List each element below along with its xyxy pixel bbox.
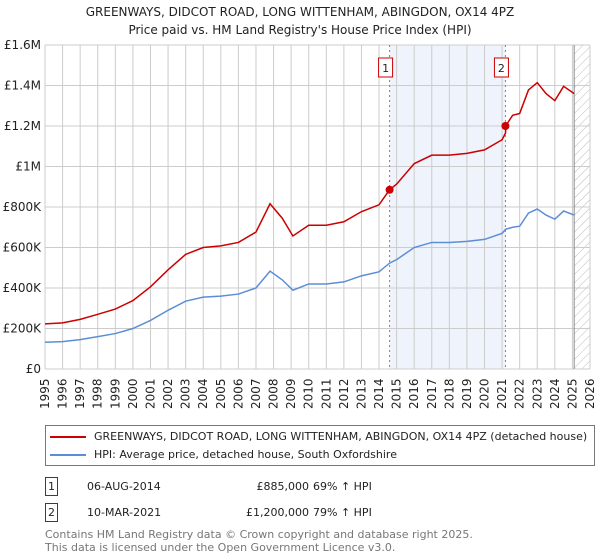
- x-tick-label: 2019: [460, 378, 474, 409]
- sale-date: 06-AUG-2014: [87, 480, 161, 493]
- x-tick-label: 1996: [56, 378, 70, 409]
- series-line: [44, 81, 575, 325]
- sale-price: £1,200,000: [246, 506, 309, 519]
- x-tick-label: 2007: [249, 378, 263, 409]
- sale-point: [385, 185, 394, 194]
- x-tick-label: 2013: [354, 378, 368, 409]
- legend-label: GREENWAYS, DIDCOT ROAD, LONG WITTENHAM, …: [94, 430, 588, 443]
- price-chart: GREENWAYS, DIDCOT ROAD, LONG WITTENHAM, …: [3, 5, 597, 409]
- x-tick-label: 2010: [302, 378, 316, 409]
- y-tick-label: £1.2M: [4, 119, 41, 133]
- chart-subtitle: Price paid vs. HM Land Registry's House …: [128, 23, 471, 37]
- x-tick-label: 2012: [337, 378, 351, 409]
- y-tick-label: £1.4M: [4, 79, 41, 93]
- x-tick-label: 2006: [231, 378, 245, 409]
- x-tick-label: 1997: [73, 378, 87, 409]
- y-tick-label: £1.6M: [4, 38, 41, 52]
- legend-item-property: GREENWAYS, DIDCOT ROAD, LONG WITTENHAM, …: [50, 430, 587, 444]
- x-tick-label: 2022: [513, 378, 527, 409]
- blue-line-swatch: [50, 454, 86, 456]
- x-tick-label: 2014: [372, 378, 386, 409]
- footer-licence: This data is licensed under the Open Gov…: [45, 541, 396, 554]
- series-line: [44, 208, 575, 344]
- x-tick-label: 2018: [442, 378, 456, 409]
- x-tick-label: 2009: [284, 378, 298, 409]
- x-tick-label: 2002: [161, 378, 175, 409]
- x-tick-label: 2016: [407, 378, 421, 409]
- sale-label: 1: [382, 62, 389, 75]
- sale-label-box: [378, 57, 394, 78]
- x-tick-label: 2011: [319, 378, 333, 409]
- legend-item-hpi: HPI: Average price, detached house, Sout…: [50, 448, 397, 462]
- x-tick-label: 2026: [583, 378, 597, 409]
- x-tick-label: 2024: [548, 378, 562, 409]
- red-line-swatch: [50, 436, 86, 438]
- x-tick-label: 2021: [495, 378, 509, 409]
- x-tick-label: 2001: [143, 378, 157, 409]
- x-tick-label: 2003: [179, 378, 193, 409]
- sale-price: £885,000: [256, 480, 310, 493]
- sale-date: 10-MAR-2021: [87, 506, 162, 519]
- sale-marker: 1: [45, 477, 58, 496]
- legend-label: HPI: Average price, detached house, Sout…: [94, 448, 397, 461]
- y-tick-label: £600K: [3, 241, 43, 255]
- x-tick-label: 2015: [390, 378, 404, 409]
- x-tick-label: 2004: [196, 378, 210, 409]
- sale-point: [501, 122, 510, 130]
- x-tick-label: 1995: [38, 378, 52, 409]
- y-tick-label: £400K: [3, 281, 43, 295]
- y-tick-label: £200K: [3, 322, 43, 336]
- sale-label: 2: [498, 62, 505, 75]
- footer: Contains HM Land Registry data © Crown c…: [45, 528, 473, 554]
- x-tick-label: 2023: [530, 378, 544, 409]
- sale-row: 2 10-MAR-2021 £1,200,000 79% ↑ HPI: [45, 503, 445, 523]
- chart-title: GREENWAYS, DIDCOT ROAD, LONG WITTENHAM, …: [86, 5, 515, 19]
- sale-hpi: 69% ↑ HPI: [313, 480, 372, 493]
- sale-marker: 2: [45, 503, 58, 522]
- x-tick-label: 2025: [565, 378, 579, 409]
- sale-row: 1 06-AUG-2014 £885,000 69% ↑ HPI: [45, 477, 445, 497]
- x-tick-label: 2005: [214, 378, 228, 409]
- sale-label-box: [493, 57, 509, 78]
- x-tick-label: 2008: [267, 378, 281, 409]
- sale-hpi: 79% ↑ HPI: [313, 506, 372, 519]
- x-tick-label: 2000: [126, 378, 140, 409]
- x-tick-label: 2017: [425, 378, 439, 409]
- y-tick-label: £0: [26, 362, 41, 376]
- y-tick-label: £800K: [3, 200, 43, 214]
- y-tick-label: £1M: [15, 160, 41, 174]
- legend: GREENWAYS, DIDCOT ROAD, LONG WITTENHAM, …: [45, 425, 595, 466]
- x-tick-label: 2020: [478, 378, 492, 409]
- x-tick-label: 1999: [108, 378, 122, 409]
- footer-copyright: Contains HM Land Registry data © Crown c…: [45, 528, 473, 541]
- x-tick-label: 1998: [91, 378, 105, 409]
